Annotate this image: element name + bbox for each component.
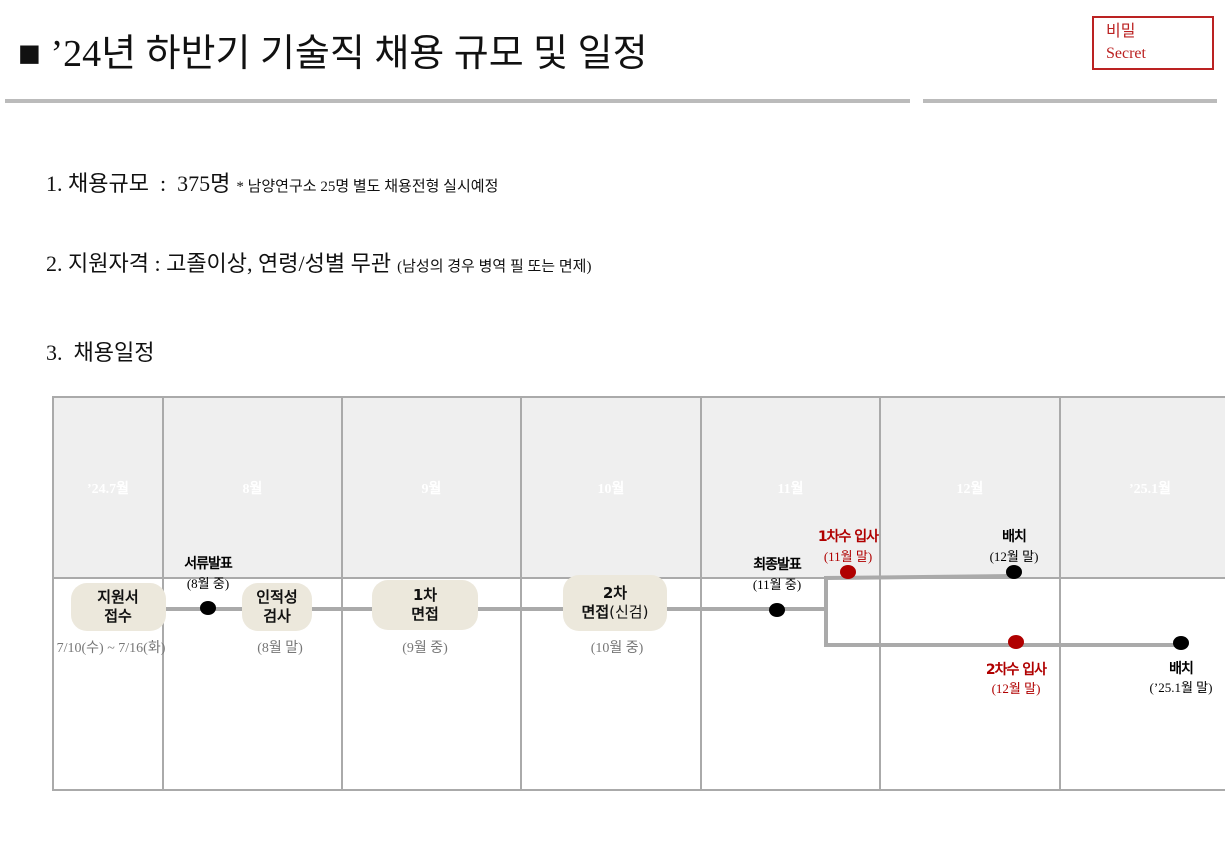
milestone-label: 최종발표 <box>753 557 802 573</box>
milestone-dot <box>1008 635 1024 649</box>
item-text: 1. 채용규모 : 375명 <box>46 171 231 196</box>
stage-pill <box>563 575 667 631</box>
timeline <box>824 609 1181 647</box>
stage-label-line: 검사 <box>263 607 291 625</box>
milestone-date: (’25.1월 말) <box>1149 680 1213 695</box>
stage-note: (신검) <box>609 603 649 621</box>
header-band <box>53 397 1225 578</box>
item-note: (남성의 경우 병역 필 또는 면제) <box>397 259 592 275</box>
month-label: 9월 <box>421 482 442 497</box>
stage-pill <box>70 583 166 631</box>
stage-label: 인적성 검사 <box>256 588 297 626</box>
item-text: 2. 지원자격 : 고졸이상, 연령/성별 무관 <box>46 251 392 276</box>
milestone-dot <box>769 603 785 617</box>
month-label: ’24.7월 <box>86 482 130 497</box>
milestone-label: 서류발표 <box>184 556 233 572</box>
item-text: 3. 채용일정 <box>46 340 155 365</box>
classification-badge: 비밀 Secret <box>1092 16 1214 70</box>
milestone-dot <box>1173 636 1189 650</box>
rule <box>923 99 1217 103</box>
stage-label-line: 접수 <box>104 607 132 625</box>
page-title: ■ ’24년 하반기 기술직 채용 규모 및 일정 <box>18 33 648 75</box>
item-note: * 남양연구소 25명 별도 채용전형 실시예정 <box>236 179 499 195</box>
stage-pill <box>372 580 478 630</box>
rule <box>5 99 910 103</box>
list-item: 3. 채용일정 <box>46 335 154 367</box>
stage-label: 지원서 접수 <box>97 588 138 626</box>
stage-date: (8월 말) <box>257 641 303 656</box>
month-label: ’25.1월 <box>1128 482 1172 497</box>
milestone-date: (12월 말) <box>991 681 1041 696</box>
grid-border <box>52 396 1225 791</box>
stage-label-line: 면접 <box>411 605 439 623</box>
month-label: 11월 <box>777 482 804 497</box>
milestone-dot <box>840 565 856 579</box>
list-item: 2. 지원자격 : 고졸이상, 연령/성별 무관 (남성의 경우 병역 필 또는 … <box>46 246 591 278</box>
milestone-dot <box>1006 565 1022 579</box>
stage-label-line: 인적성 <box>256 588 298 606</box>
milestone-label: 1차수 입사 <box>817 529 879 545</box>
stage-label: 2차 면접(신검) <box>582 584 649 622</box>
stage-label-line: 면접(신검) <box>581 603 649 621</box>
stage-label-line: 1차 <box>412 586 438 604</box>
timeline <box>790 574 1015 611</box>
milestone-date: (11월 중) <box>752 577 802 592</box>
stage-date: 7/10(수) ~ 7/16(화) <box>56 641 166 656</box>
stage-pill <box>242 583 312 631</box>
milestone-date: (8월 중) <box>186 576 230 591</box>
milestone-label: 2차수 입사 <box>985 662 1047 678</box>
list-item: 1. 채용규모 : 375명 * 남양연구소 25명 별도 채용전형 실시예정 <box>46 166 498 198</box>
milestone-label: 배치 <box>1169 661 1194 677</box>
month-label: 10월 <box>597 482 625 497</box>
stage-label-line: 2차 <box>602 584 628 602</box>
milestone-dot <box>200 601 216 615</box>
month-label: 12월 <box>956 482 984 497</box>
badge-text: 비밀 <box>1106 23 1136 40</box>
stage-label: 1차 면접 <box>411 586 439 624</box>
month-label: 8월 <box>242 482 263 497</box>
milestone-date: (11월 말) <box>823 549 873 564</box>
stage-date: (9월 중) <box>402 641 448 656</box>
stage-date: (10월 중) <box>590 641 644 656</box>
milestone-date: (12월 말) <box>989 549 1039 564</box>
milestone-label: 배치 <box>1002 529 1027 545</box>
stage-label-line: 지원서 <box>97 588 139 606</box>
badge-text: Secret <box>1106 45 1146 62</box>
